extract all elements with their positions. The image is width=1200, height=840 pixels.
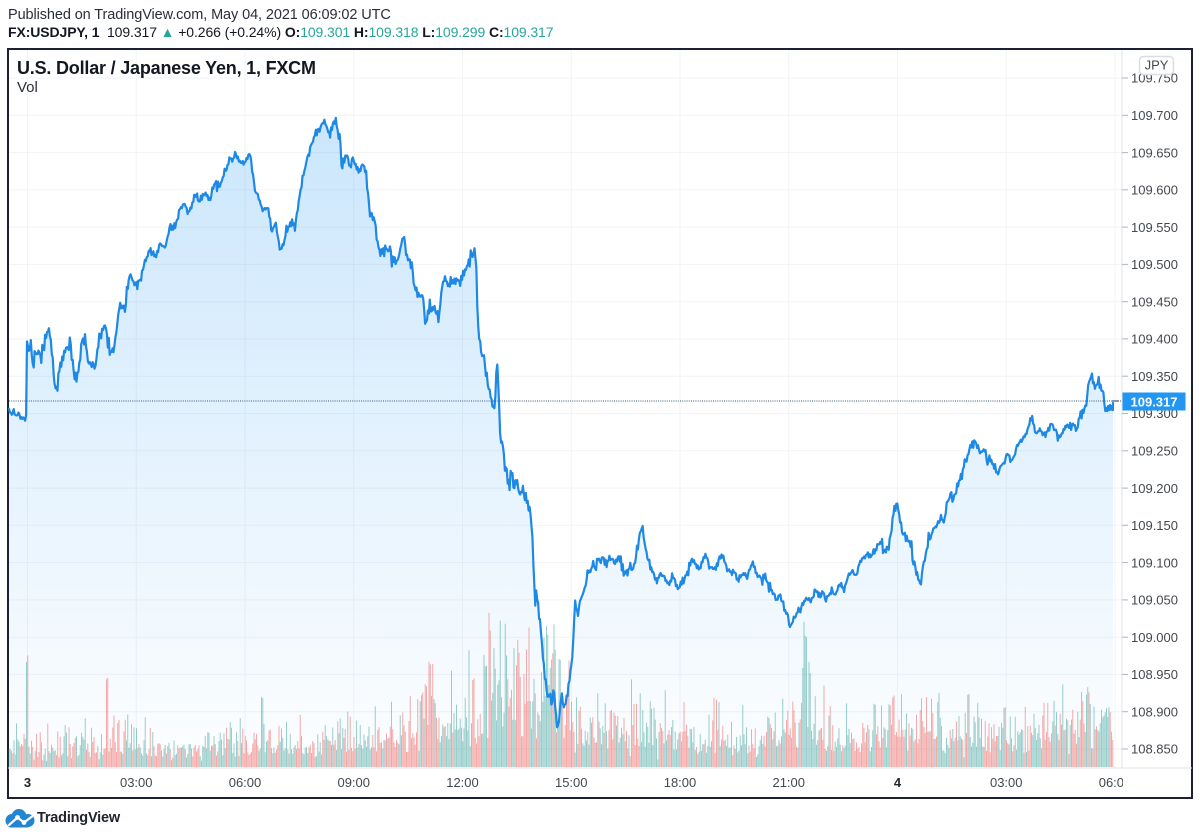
svg-text:109.400: 109.400: [1131, 332, 1178, 347]
svg-text:109.250: 109.250: [1131, 444, 1178, 459]
svg-text:109.200: 109.200: [1131, 481, 1178, 496]
svg-text:109.000: 109.000: [1131, 630, 1178, 645]
svg-text:15:00: 15:00: [555, 775, 588, 790]
svg-text:21:00: 21:00: [772, 775, 805, 790]
svg-text:109.150: 109.150: [1131, 518, 1178, 533]
svg-text:109.650: 109.650: [1131, 145, 1178, 160]
svg-text:109.600: 109.600: [1131, 183, 1178, 198]
svg-text:108.900: 108.900: [1131, 704, 1178, 719]
svg-text:03:00: 03:00: [990, 775, 1023, 790]
svg-text:JPY: JPY: [1145, 58, 1169, 73]
svg-text:109.450: 109.450: [1131, 294, 1178, 309]
svg-text:109.050: 109.050: [1131, 593, 1178, 608]
svg-text:109.500: 109.500: [1131, 257, 1178, 272]
svg-text:109.350: 109.350: [1131, 369, 1178, 384]
svg-text:109.100: 109.100: [1131, 555, 1178, 570]
svg-text:3: 3: [24, 775, 31, 790]
svg-text:108.850: 108.850: [1131, 742, 1178, 757]
svg-text:109.700: 109.700: [1131, 108, 1178, 123]
svg-text:109.317: 109.317: [1131, 395, 1178, 410]
svg-text:4: 4: [894, 775, 902, 790]
svg-text:12:00: 12:00: [446, 775, 479, 790]
svg-text:06:00: 06:00: [229, 775, 262, 790]
svg-text:03:00: 03:00: [120, 775, 153, 790]
svg-text:18:00: 18:00: [664, 775, 697, 790]
svg-text:09:00: 09:00: [337, 775, 370, 790]
svg-text:109.550: 109.550: [1131, 220, 1178, 235]
svg-text:108.950: 108.950: [1131, 667, 1178, 682]
svg-text:06:00: 06:00: [1099, 775, 1132, 790]
